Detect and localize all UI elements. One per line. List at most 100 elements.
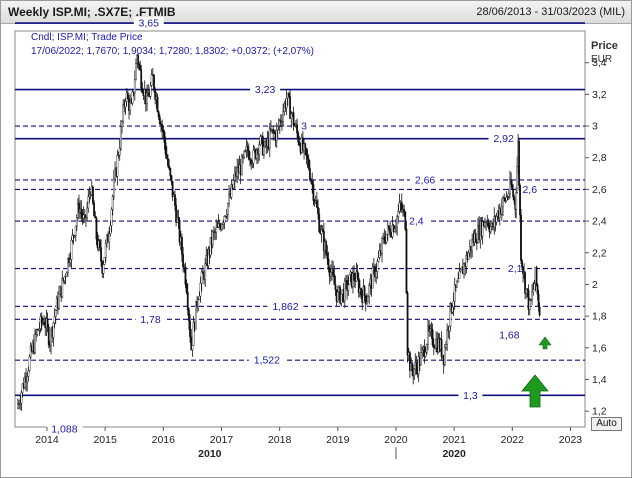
candle-body bbox=[417, 356, 420, 374]
y-axis-title-line2: EUR bbox=[591, 54, 612, 65]
candle-body bbox=[368, 285, 371, 298]
candle-body bbox=[222, 222, 225, 225]
candle-body bbox=[515, 192, 518, 210]
y-tick-label: 1,2 bbox=[592, 406, 607, 418]
candle-body bbox=[310, 179, 312, 182]
candle-body bbox=[95, 217, 98, 240]
y-tick-label: 2,2 bbox=[592, 247, 607, 259]
level-label-bg bbox=[298, 120, 311, 133]
candle-body bbox=[64, 276, 67, 278]
candle-body bbox=[141, 87, 144, 93]
candle-body bbox=[304, 143, 307, 149]
candle-body bbox=[327, 258, 330, 270]
candle-body bbox=[82, 214, 85, 219]
candle-body bbox=[386, 225, 389, 235]
candle-body bbox=[489, 226, 492, 233]
candle-body bbox=[317, 207, 319, 215]
candle-body bbox=[457, 278, 460, 282]
candle-body bbox=[204, 263, 207, 280]
candle-body bbox=[348, 274, 351, 286]
candle-body bbox=[459, 269, 462, 272]
candle-body bbox=[65, 272, 68, 277]
candle-body bbox=[535, 266, 538, 285]
candle-body bbox=[54, 310, 57, 317]
level-label-bg bbox=[250, 83, 281, 96]
candle-body bbox=[395, 226, 397, 229]
candle-body bbox=[19, 403, 22, 405]
signal-arrows bbox=[521, 336, 552, 408]
candle-body bbox=[445, 344, 447, 348]
candle-body bbox=[511, 184, 514, 190]
candle-body bbox=[336, 291, 339, 302]
candle-body bbox=[225, 214, 228, 217]
level-label-bg bbox=[133, 17, 164, 30]
candle-body bbox=[531, 291, 533, 300]
candle-body bbox=[315, 200, 318, 208]
candle-body bbox=[146, 92, 148, 105]
x-tick-label: 2018 bbox=[268, 434, 292, 446]
candle-body bbox=[400, 202, 403, 211]
candle-body bbox=[413, 368, 416, 376]
y-tick-label: 2,4 bbox=[592, 216, 607, 228]
candle-body bbox=[148, 95, 151, 98]
candle-body bbox=[243, 151, 246, 158]
candle-body bbox=[425, 344, 428, 353]
legend-line-1: Cndl; ISP.MI; Trade Price bbox=[31, 32, 143, 43]
candle-body bbox=[215, 227, 218, 233]
candle-body bbox=[530, 298, 532, 301]
candle-body bbox=[21, 383, 24, 393]
candle-body bbox=[474, 232, 477, 243]
level-label: 2,4 bbox=[409, 216, 424, 228]
candle-body bbox=[378, 250, 381, 258]
candle-body bbox=[356, 271, 359, 279]
candle-body bbox=[343, 280, 346, 302]
auto-scale-button[interactable]: Auto bbox=[591, 417, 622, 431]
candle-body bbox=[34, 332, 36, 353]
candle-body bbox=[67, 258, 69, 274]
date-range: 28/06/2013 - 31/03/2023 (MIL) bbox=[476, 6, 625, 18]
candle-body bbox=[17, 403, 19, 409]
chart-title: Weekly ISP.MI; .SX7E; .FTMIB bbox=[8, 5, 176, 19]
candle-body bbox=[27, 370, 30, 377]
candle-body bbox=[516, 165, 519, 193]
candle-body bbox=[428, 325, 431, 332]
level-label: 2,1 bbox=[508, 263, 523, 275]
candle-body bbox=[367, 296, 369, 303]
level-label-bg bbox=[517, 183, 542, 196]
candle-body bbox=[388, 225, 390, 230]
candle-body bbox=[78, 202, 80, 213]
level-label: 1,3 bbox=[463, 390, 478, 402]
level-label-bg bbox=[46, 422, 83, 435]
candle-body bbox=[340, 293, 343, 304]
candle-body bbox=[189, 320, 191, 338]
candle-body bbox=[224, 215, 227, 218]
candle-body bbox=[532, 289, 535, 293]
candle-body bbox=[353, 273, 355, 281]
candle-body bbox=[415, 362, 418, 368]
candle-body bbox=[160, 123, 162, 125]
level-label-bg bbox=[135, 313, 166, 326]
candle-body bbox=[247, 150, 250, 160]
candle-body bbox=[521, 260, 523, 268]
candle-body bbox=[396, 216, 399, 228]
y-tick-label: 2,8 bbox=[592, 152, 607, 164]
x-decade-label: 2020 bbox=[442, 448, 466, 460]
candle-body bbox=[154, 89, 157, 100]
candle-body bbox=[119, 126, 122, 149]
candle-body bbox=[102, 264, 105, 274]
candle-body bbox=[36, 329, 39, 335]
candle-body bbox=[329, 271, 332, 277]
candle-body bbox=[519, 185, 521, 216]
candle-body bbox=[197, 299, 200, 307]
candle-body bbox=[307, 158, 310, 169]
x-tick-label: 2022 bbox=[501, 434, 525, 446]
level-label: 1,522 bbox=[254, 355, 280, 367]
x-tick-label: 2019 bbox=[326, 434, 350, 446]
level-label: 3 bbox=[301, 121, 307, 133]
candle-body bbox=[131, 91, 134, 104]
candle-body bbox=[216, 226, 219, 229]
candle-body bbox=[285, 97, 288, 109]
candle-body bbox=[53, 316, 56, 324]
candle-body bbox=[103, 257, 106, 265]
